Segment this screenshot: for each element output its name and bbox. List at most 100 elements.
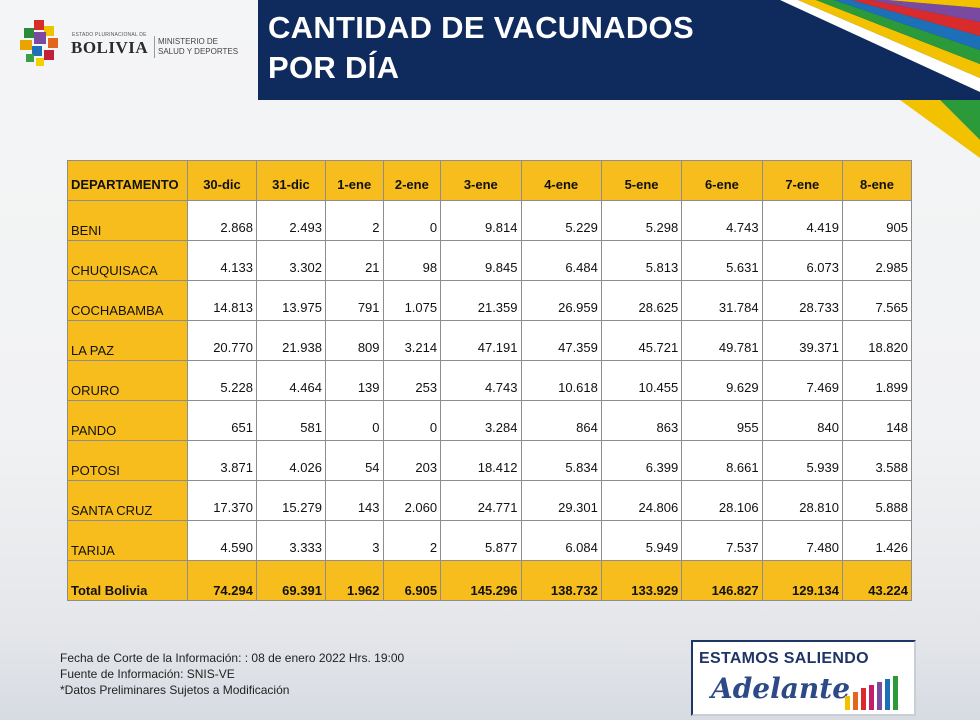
logo-ministry: MINISTERIO DE SALUD Y DEPORTES (158, 37, 238, 57)
value-cell: 955 (681, 400, 763, 441)
column-header: 2-ene (382, 160, 442, 201)
value-cell: 24.806 (600, 480, 683, 521)
table-row: ORURO 5.228 4.464 139 253 4.743 10.618 10.455 9.… (67, 360, 912, 401)
value-cell: 7.480 (761, 520, 844, 561)
table-row: BENI 2.868 2.493 2 0 9.814 5.229 5.298 4.743 4.41… (67, 200, 912, 241)
source-note: Fuente de Información: SNIS-VE (60, 667, 235, 681)
title-banner: CANTIDAD DE VACUNADOS POR DÍA (258, 0, 980, 100)
badge-script-text: Adelante (711, 672, 851, 705)
value-cell: 4.743 (440, 360, 522, 401)
value-cell: 9.629 (681, 360, 763, 401)
value-cell: 791 (324, 280, 384, 321)
value-cell: 8.661 (681, 440, 763, 481)
logo-ministry-line2: SALUD Y DEPORTES (158, 47, 239, 56)
value-cell: 2 (324, 200, 384, 241)
value-cell: 3.871 (187, 440, 257, 481)
department-cell: CHUQUISACA (67, 240, 188, 281)
table-row: LA PAZ 20.770 21.938 809 3.214 47.191 47.359 45… (67, 320, 912, 361)
value-cell: 139 (324, 360, 384, 401)
value-cell: 253 (382, 360, 442, 401)
value-cell: 21.938 (255, 320, 326, 361)
value-cell: 18.820 (842, 320, 912, 361)
value-cell: 5.939 (761, 440, 844, 481)
column-header: 30-dic (187, 160, 257, 201)
department-cell: PANDO (67, 400, 188, 441)
value-cell: 581 (255, 400, 326, 441)
badge-slogan: ESTAMOS SALIENDO (699, 650, 869, 667)
value-cell: 28.106 (681, 480, 763, 521)
value-cell: 17.370 (187, 480, 257, 521)
value-cell: 28.733 (761, 280, 844, 321)
page-title: CANTIDAD DE VACUNADOS POR DÍA (268, 8, 748, 88)
column-header: 8-ene (842, 160, 912, 201)
value-cell: 28.625 (600, 280, 683, 321)
source-notes: Fecha de Corte de la Información: : 08 d… (60, 650, 404, 698)
value-cell: 5.813 (600, 240, 683, 281)
column-header: 1-ene (324, 160, 384, 201)
value-cell: 49.781 (681, 320, 763, 361)
vaccination-table-container: DEPARTAMENTO 30-dic 31-dic 1-ene 2-ene 3… (67, 160, 912, 601)
value-cell: 4.133 (187, 240, 257, 281)
value-cell: 138.732 (520, 560, 602, 601)
value-cell: 4.590 (187, 520, 257, 561)
value-cell: 5.888 (842, 480, 912, 521)
value-cell: 2.868 (187, 200, 257, 241)
value-cell: 43.224 (842, 560, 912, 601)
value-cell: 18.412 (440, 440, 522, 481)
value-cell: 29.301 (520, 480, 602, 521)
value-cell: 6.084 (520, 520, 602, 561)
ministry-logo: ESTADO PLURINACIONAL DE BOLIVIA MINISTER… (16, 14, 256, 78)
value-cell: 20.770 (187, 320, 257, 361)
value-cell: 5.229 (520, 200, 602, 241)
value-cell: 4.464 (255, 360, 326, 401)
value-cell: 3.284 (440, 400, 522, 441)
department-cell: BENI (67, 200, 188, 241)
value-cell: 0 (382, 200, 442, 241)
value-cell: 47.191 (440, 320, 522, 361)
table-total-row: Total Bolivia 74.294 69.391 1.962 6.905 145.2… (67, 560, 912, 601)
value-cell: 26.959 (520, 280, 602, 321)
total-label-cell: Total Bolivia (67, 560, 188, 601)
cutoff-date-note: Fecha de Corte de la Información: : 08 d… (60, 651, 405, 665)
decorative-stripes (780, 0, 980, 92)
value-cell: 133.929 (600, 560, 683, 601)
value-cell: 9.814 (440, 200, 522, 241)
value-cell: 4.743 (681, 200, 763, 241)
value-cell: 5.877 (440, 520, 522, 561)
value-cell: 21.359 (440, 280, 522, 321)
value-cell: 7.469 (761, 360, 844, 401)
value-cell: 840 (761, 400, 844, 441)
value-cell: 6.399 (600, 440, 683, 481)
value-cell: 7.565 (842, 280, 912, 321)
value-cell: 5.228 (187, 360, 257, 401)
value-cell: 69.391 (255, 560, 326, 601)
value-cell: 1.426 (842, 520, 912, 561)
value-cell: 24.771 (440, 480, 522, 521)
vaccination-table: DEPARTAMENTO 30-dic 31-dic 1-ene 2-ene 3… (67, 160, 912, 601)
table-row: SANTA CRUZ 17.370 15.279 143 2.060 24.771 29.3… (67, 480, 912, 521)
value-cell: 9.845 (440, 240, 522, 281)
value-cell: 6.905 (382, 560, 442, 601)
value-cell: 809 (324, 320, 384, 361)
value-cell: 145.296 (440, 560, 522, 601)
column-header: 31-dic (255, 160, 326, 201)
value-cell: 5.834 (520, 440, 602, 481)
value-cell: 10.455 (600, 360, 683, 401)
value-cell: 13.975 (255, 280, 326, 321)
value-cell: 7.537 (681, 520, 763, 561)
value-cell: 21 (324, 240, 384, 281)
column-header: 4-ene (520, 160, 602, 201)
value-cell: 1.962 (324, 560, 384, 601)
department-cell: TARIJA (67, 520, 188, 561)
value-cell: 45.721 (600, 320, 683, 361)
value-cell: 4.419 (761, 200, 844, 241)
campaign-badge: ESTAMOS SALIENDO Adelante (691, 640, 916, 716)
value-cell: 863 (600, 400, 683, 441)
logo-divider (154, 36, 155, 58)
value-cell: 0 (324, 400, 384, 441)
value-cell: 864 (520, 400, 602, 441)
column-header: 3-ene (440, 160, 522, 201)
column-header: 6-ene (681, 160, 763, 201)
value-cell: 651 (187, 400, 257, 441)
table-row: POTOSI 3.871 4.026 54 203 18.412 5.834 6.399 8.6… (67, 440, 912, 481)
